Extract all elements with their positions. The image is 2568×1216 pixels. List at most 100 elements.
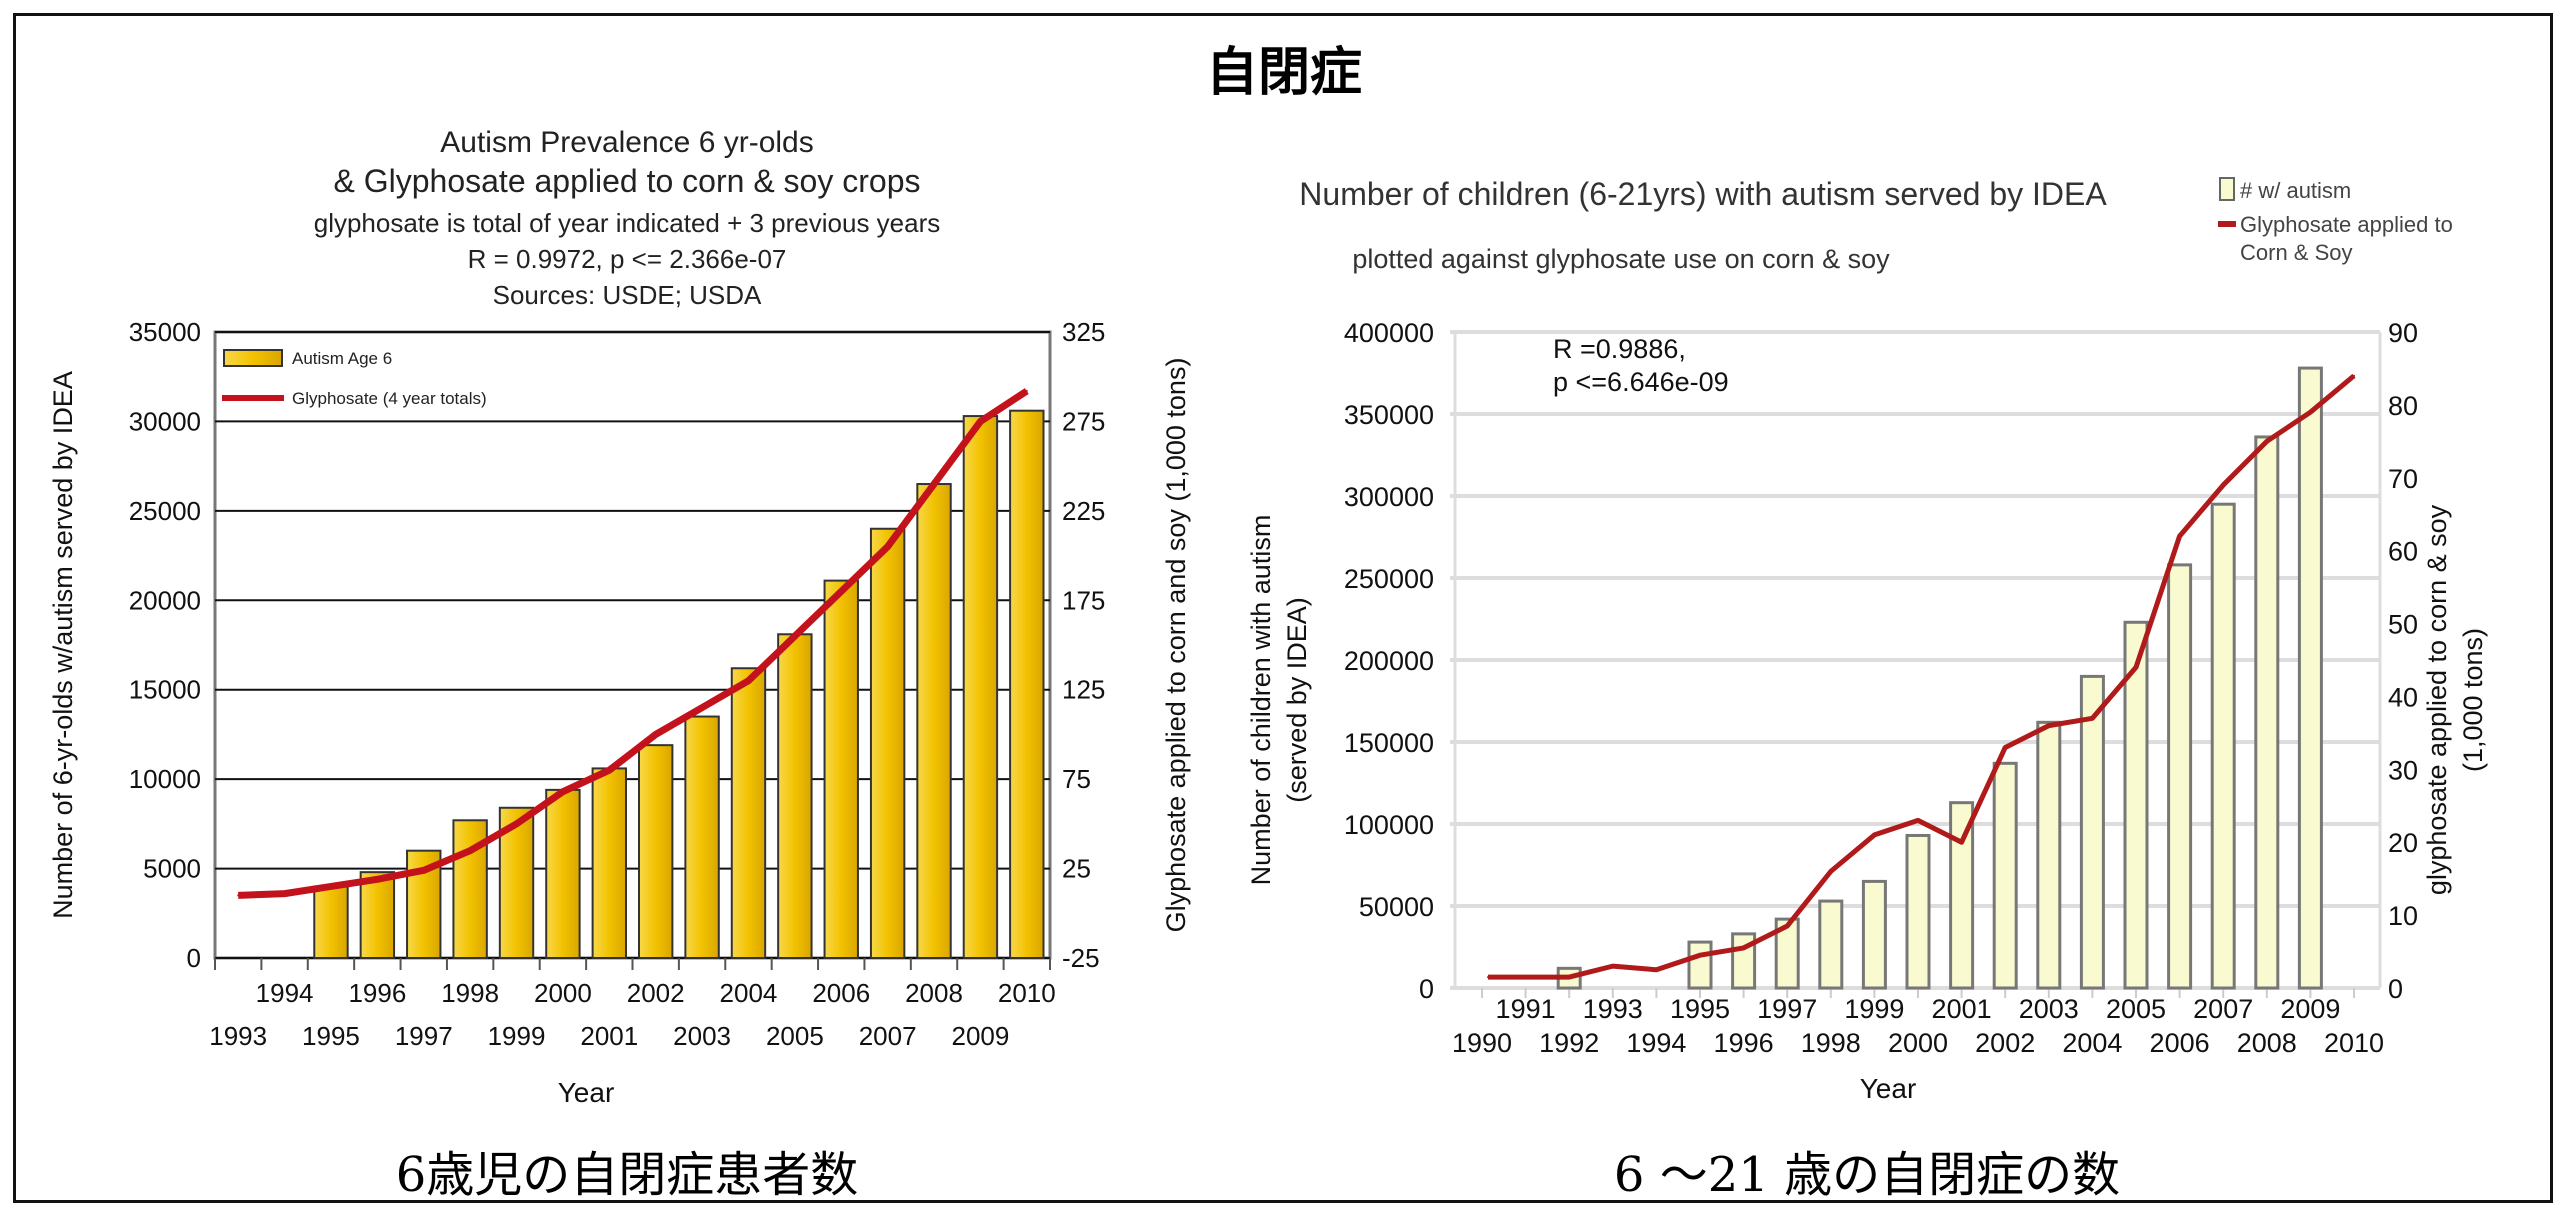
x-tick-label: 2010 <box>998 978 1056 1008</box>
point-glyphosate <box>1568 976 1571 979</box>
point-glyphosate <box>1655 968 1658 971</box>
point-glyphosate <box>2004 746 2007 749</box>
caption-left: 6歳児の自閉症患者数 <box>395 1147 859 1203</box>
bar-autism-age6 <box>730 667 767 959</box>
x-tick-label: 1995 <box>1670 994 1730 1024</box>
point-glyphosate <box>1487 976 1489 979</box>
chart-title-line: & Glyphosate applied to corn & soy crops <box>334 163 921 199</box>
annotation-r-value: R =0.9886, <box>1553 334 1686 364</box>
legend-label-autism: # w/ autism <box>2240 178 2351 203</box>
point-glyphosate <box>376 878 379 881</box>
point-glyphosate <box>2222 484 2225 487</box>
x-tick-label: 2008 <box>2237 1028 2297 1058</box>
x-tick-label: 1991 <box>1496 994 1556 1024</box>
legend-swatch-autism <box>2219 177 2235 201</box>
bar-autism-age6 <box>591 767 628 960</box>
y2-axis-label-line2: (1,000 tons) <box>2458 628 2488 772</box>
point-glyphosate <box>793 635 796 638</box>
x-tick-label: 1994 <box>1626 1028 1686 1058</box>
y2-tick-label: 125 <box>1062 675 1105 705</box>
point-glyphosate <box>654 733 657 736</box>
x-tick-label: 2008 <box>905 978 963 1008</box>
point-glyphosate <box>1786 925 1789 928</box>
point-glyphosate <box>2091 717 2094 720</box>
x-tick-label: 2006 <box>812 978 870 1008</box>
plot-area <box>213 330 1052 960</box>
y2-tick-label: 0 <box>2388 974 2403 1004</box>
point-glyphosate <box>840 590 843 593</box>
y2-axis-label: Glyphosate applied to corn and soy (1,00… <box>1161 358 1191 933</box>
y-tick-label: 5000 <box>143 854 201 884</box>
x-tick-label: 1994 <box>256 978 314 1008</box>
point-glyphosate <box>469 849 472 852</box>
bar-autism-age6 <box>684 715 720 959</box>
bar-autism-age6 <box>823 579 859 960</box>
x-tick-label: 1997 <box>395 1021 453 1051</box>
x-tick-label: 2004 <box>720 978 778 1008</box>
y-tick-label: 200000 <box>1344 646 1434 676</box>
x-tick-label: 2002 <box>1975 1028 2035 1058</box>
y-tick-label: 20000 <box>129 585 201 615</box>
y-tick-label: 35000 <box>129 317 201 347</box>
bar-autism-count <box>1687 940 1713 990</box>
point-glyphosate <box>329 885 332 888</box>
bar-autism-count <box>1861 879 1887 990</box>
bar-autism-age6 <box>545 788 581 959</box>
x-tick-label: 2003 <box>673 1021 731 1051</box>
x-tick-label: 2010 <box>2324 1028 2384 1058</box>
x-tick-label: 2005 <box>2106 994 2166 1024</box>
x-tick-label: 2007 <box>2193 994 2253 1024</box>
point-glyphosate <box>515 822 518 825</box>
chart-title: Number of children (6-21yrs) with autism… <box>1299 176 2107 212</box>
chart-title-line: R = 0.9972, p <= 2.366e-07 <box>468 244 787 274</box>
bar-autism-count <box>2210 502 2236 990</box>
bar-autism-count <box>1949 801 1975 990</box>
x-axis-label: Year <box>558 1077 615 1108</box>
y2-tick-label: 25 <box>1062 854 1091 884</box>
y-axis-label: Number of 6-yr-olds w/autism served by I… <box>48 371 78 919</box>
y-axis-label-line1: Number of children with autism <box>1246 515 1276 886</box>
point-glyphosate <box>2309 411 2312 414</box>
x-tick-label: 2006 <box>2150 1028 2210 1058</box>
bar-autism-count <box>1774 917 1800 990</box>
point-glyphosate <box>1742 946 1745 949</box>
y2-tick-label: 275 <box>1062 406 1105 436</box>
point-glyphosate <box>2178 535 2181 538</box>
bar-autism-count <box>1905 833 1931 990</box>
point-glyphosate <box>608 769 611 772</box>
x-tick-label: 1990 <box>1452 1028 1512 1058</box>
y2-tick-label: 10 <box>2388 901 2418 931</box>
x-axis-label: Year <box>1860 1073 1917 1104</box>
bar-autism-count <box>2123 620 2149 990</box>
legend-label-autism: Autism Age 6 <box>292 349 392 368</box>
y2-tick-label: 40 <box>2388 682 2418 712</box>
point-glyphosate <box>1917 819 1919 822</box>
point-glyphosate <box>2265 440 2268 443</box>
bar-autism-count <box>2036 720 2062 990</box>
bar-autism-count <box>2254 435 2280 990</box>
point-glyphosate <box>2047 724 2050 727</box>
point-glyphosate <box>933 483 936 486</box>
y2-tick-label: 90 <box>2388 318 2418 348</box>
page-frame <box>13 13 2553 1203</box>
y2-tick-label: 80 <box>2388 391 2418 421</box>
bar-autism-count <box>1992 761 2018 990</box>
y-tick-label: 100000 <box>1344 810 1434 840</box>
point-glyphosate <box>2353 374 2355 377</box>
y2-tick-label: 325 <box>1062 317 1105 347</box>
x-tick-label: 2001 <box>580 1021 638 1051</box>
point-glyphosate <box>1699 954 1701 957</box>
x-tick-label: 2005 <box>766 1021 824 1051</box>
bar-autism-age6 <box>869 527 906 959</box>
point-glyphosate <box>422 869 425 872</box>
x-tick-label: 2001 <box>1932 994 1992 1024</box>
y-tick-label: 15000 <box>129 675 201 705</box>
x-tick-label: 1996 <box>1714 1028 1774 1058</box>
legend-label-glyphosate: Glyphosate (4 year totals) <box>292 389 487 408</box>
point-glyphosate <box>886 545 889 548</box>
y2-tick-label: 30 <box>2388 755 2418 785</box>
bar-autism-age6 <box>777 633 813 959</box>
x-tick-label: 2000 <box>534 978 592 1008</box>
y-tick-label: 150000 <box>1344 728 1434 758</box>
